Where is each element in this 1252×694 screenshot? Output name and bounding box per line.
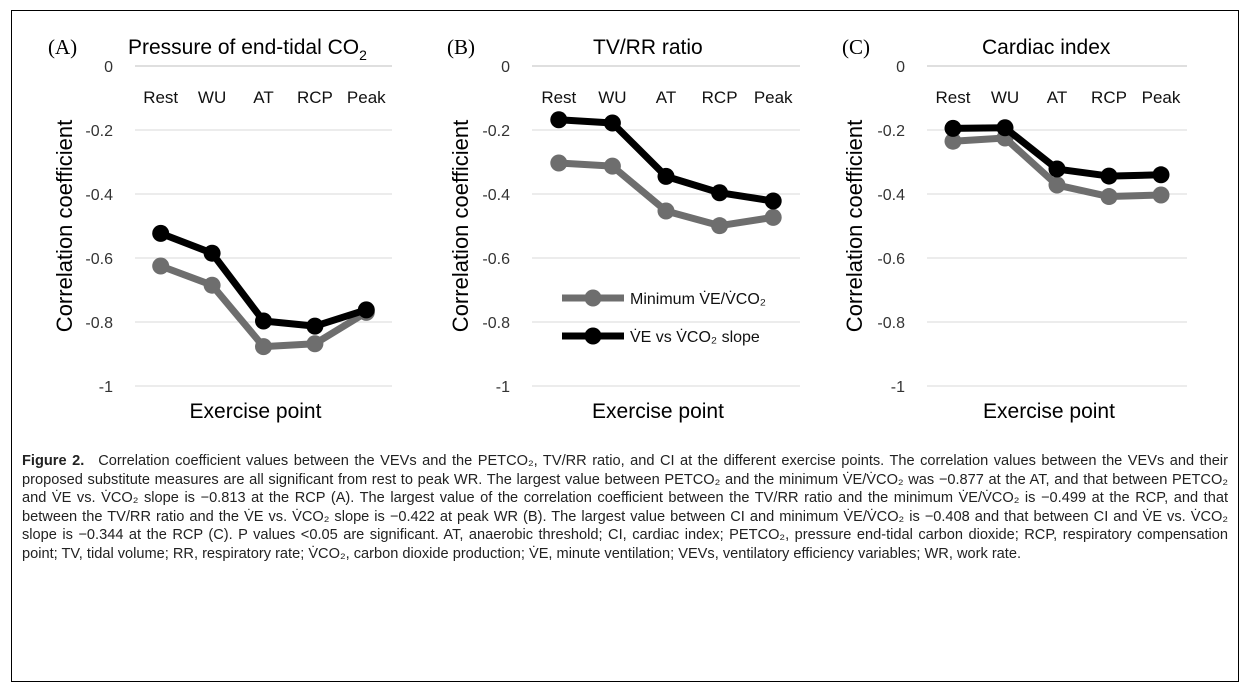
data-point-minimum (603, 157, 621, 175)
y-axis-label: Correlation coefficient (842, 120, 867, 332)
x-category-label: Rest (936, 88, 971, 107)
y-tick-label: -0.6 (877, 251, 905, 268)
data-point-slope (152, 224, 170, 242)
data-point-slope (944, 119, 962, 137)
legend-entry: V̇E vs V̇CO₂ slope (630, 328, 760, 346)
data-point-slope (1048, 160, 1066, 178)
series-line-slope (558, 116, 774, 205)
panel-label: (B) (447, 35, 475, 59)
y-tick-label: 0 (501, 59, 510, 76)
y-tick-label: -0.2 (877, 123, 905, 140)
x-category-label: AT (656, 88, 676, 107)
caption-text: Correlation coefficient values between t… (22, 453, 1228, 562)
x-axis-label: Exercise point (190, 400, 322, 423)
figure-frame (11, 10, 1239, 682)
data-point-slope (203, 244, 221, 262)
x-category-label: AT (1047, 88, 1067, 107)
y-tick-label: -0.6 (482, 251, 510, 268)
x-category-label: WU (991, 88, 1019, 107)
y-axis-label: Correlation coefficient (52, 120, 77, 332)
x-category-label: Peak (347, 88, 386, 107)
data-point-minimum (152, 257, 170, 275)
data-point-slope (1152, 166, 1170, 184)
legend-entry: Minimum V̇E/V̇CO₂ (630, 290, 766, 308)
data-point-slope (764, 192, 782, 210)
x-category-label: RCP (702, 88, 738, 107)
data-point-minimum (1152, 186, 1170, 204)
data-point-minimum (657, 202, 675, 220)
figure-label: Figure 2. (22, 453, 85, 469)
legend-swatch-marker (584, 327, 602, 345)
y-tick-label: 0 (896, 59, 905, 76)
data-point-slope (1100, 167, 1118, 185)
x-category-label: WU (598, 88, 626, 107)
y-tick-label: -1 (891, 379, 905, 396)
data-point-slope (996, 119, 1014, 137)
figure-charts: 0 -0.2 -0.4 -0.6 -0.8 -1 Rest WU AT RCP Peak (A) Pre… (48, 35, 1187, 423)
x-category-label: RCP (1091, 88, 1127, 107)
x-category-label: WU (198, 88, 226, 107)
data-point-minimum (1100, 188, 1118, 206)
data-point-minimum (306, 335, 324, 353)
series-line-minimum (159, 262, 369, 351)
y-tick-label: -0.6 (85, 251, 113, 268)
y-axis-label: Correlation coefficient (448, 120, 473, 332)
data-point-minimum (550, 154, 568, 172)
legend-swatch-marker (584, 289, 602, 307)
panel-title: TV/RR ratio (593, 36, 703, 59)
x-category-label: RCP (297, 88, 333, 107)
data-point-slope (255, 312, 272, 330)
panel-title: Pressure of end-tidal CO2 (128, 36, 367, 63)
y-tick-label: 0 (104, 59, 113, 76)
x-axis-label: Exercise point (983, 400, 1115, 423)
y-tick-label: -0.2 (85, 123, 113, 140)
y-tick-label: -0.8 (482, 315, 510, 332)
x-axis-label: Exercise point (592, 400, 724, 423)
y-tick-label: -0.4 (482, 187, 510, 204)
y-tick-label: -0.8 (877, 315, 905, 332)
y-tick-label: -0.8 (85, 315, 113, 332)
data-point-minimum (1048, 176, 1066, 194)
y-tick-label: -0.2 (482, 123, 510, 140)
data-point-minimum (711, 217, 729, 235)
data-point-slope (357, 301, 375, 319)
y-tick-label: -1 (99, 379, 113, 396)
x-category-label: Rest (143, 88, 178, 107)
data-point-minimum (255, 338, 272, 356)
x-category-label: Peak (1142, 88, 1181, 107)
data-point-minimum (944, 132, 962, 150)
data-point-slope (657, 167, 675, 185)
data-point-slope (603, 114, 621, 132)
title-subscript: 2 (359, 47, 367, 63)
y-tick-label: -0.4 (85, 187, 113, 204)
panel-label: (A) (48, 35, 77, 59)
x-category-label: Rest (541, 88, 576, 107)
data-point-slope (711, 184, 729, 202)
data-point-minimum (203, 276, 221, 294)
data-point-slope (306, 317, 324, 335)
y-tick-label: -1 (496, 379, 510, 396)
data-point-minimum (764, 208, 782, 226)
x-category-label: AT (253, 88, 273, 107)
x-category-label: Peak (754, 88, 793, 107)
panel-label: (C) (842, 35, 870, 59)
y-tick-label: -0.4 (877, 187, 905, 204)
data-point-slope (550, 111, 568, 129)
figure-caption: Figure 2. Correlation coefficient values … (22, 452, 1228, 564)
panel-title: Cardiac index (982, 36, 1111, 59)
